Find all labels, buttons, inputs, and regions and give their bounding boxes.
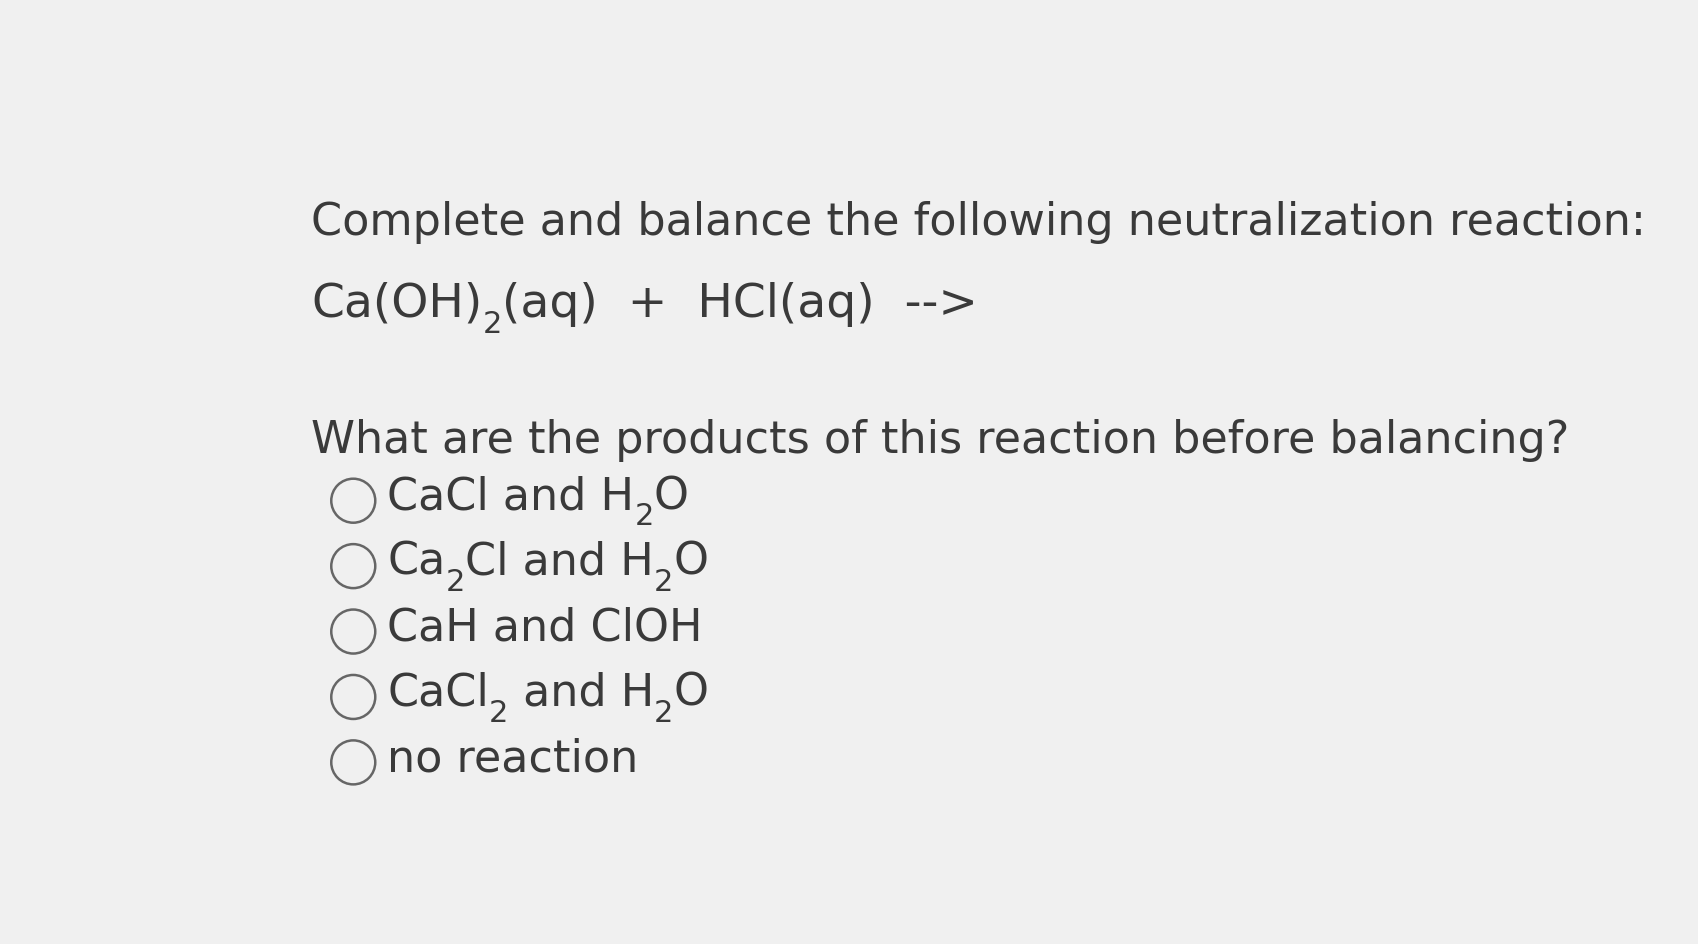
Text: 2: 2	[489, 699, 508, 728]
Text: 2: 2	[633, 502, 654, 531]
Text: CaCl and H: CaCl and H	[387, 476, 633, 518]
Text: O: O	[672, 672, 708, 715]
Text: Ca(OH): Ca(OH)	[311, 282, 482, 327]
Text: 2: 2	[654, 568, 672, 597]
Text: What are the products of this reaction before balancing?: What are the products of this reaction b…	[311, 418, 1569, 462]
Text: CaH and ClOH: CaH and ClOH	[387, 606, 703, 649]
Text: 2: 2	[654, 699, 672, 728]
Text: 2: 2	[482, 310, 501, 339]
Text: (aq)  +  HCl(aq)  -->: (aq) + HCl(aq) -->	[501, 282, 976, 327]
Text: O: O	[654, 476, 688, 518]
Text: no reaction: no reaction	[387, 737, 638, 780]
Text: Ca: Ca	[387, 541, 445, 583]
Text: Cl and H: Cl and H	[465, 541, 654, 583]
Text: Complete and balance the following neutralization reaction:: Complete and balance the following neutr…	[311, 200, 1645, 244]
Text: O: O	[672, 541, 708, 583]
Text: CaCl: CaCl	[387, 672, 489, 715]
Text: 2: 2	[445, 568, 465, 597]
Text: and H: and H	[508, 672, 654, 715]
